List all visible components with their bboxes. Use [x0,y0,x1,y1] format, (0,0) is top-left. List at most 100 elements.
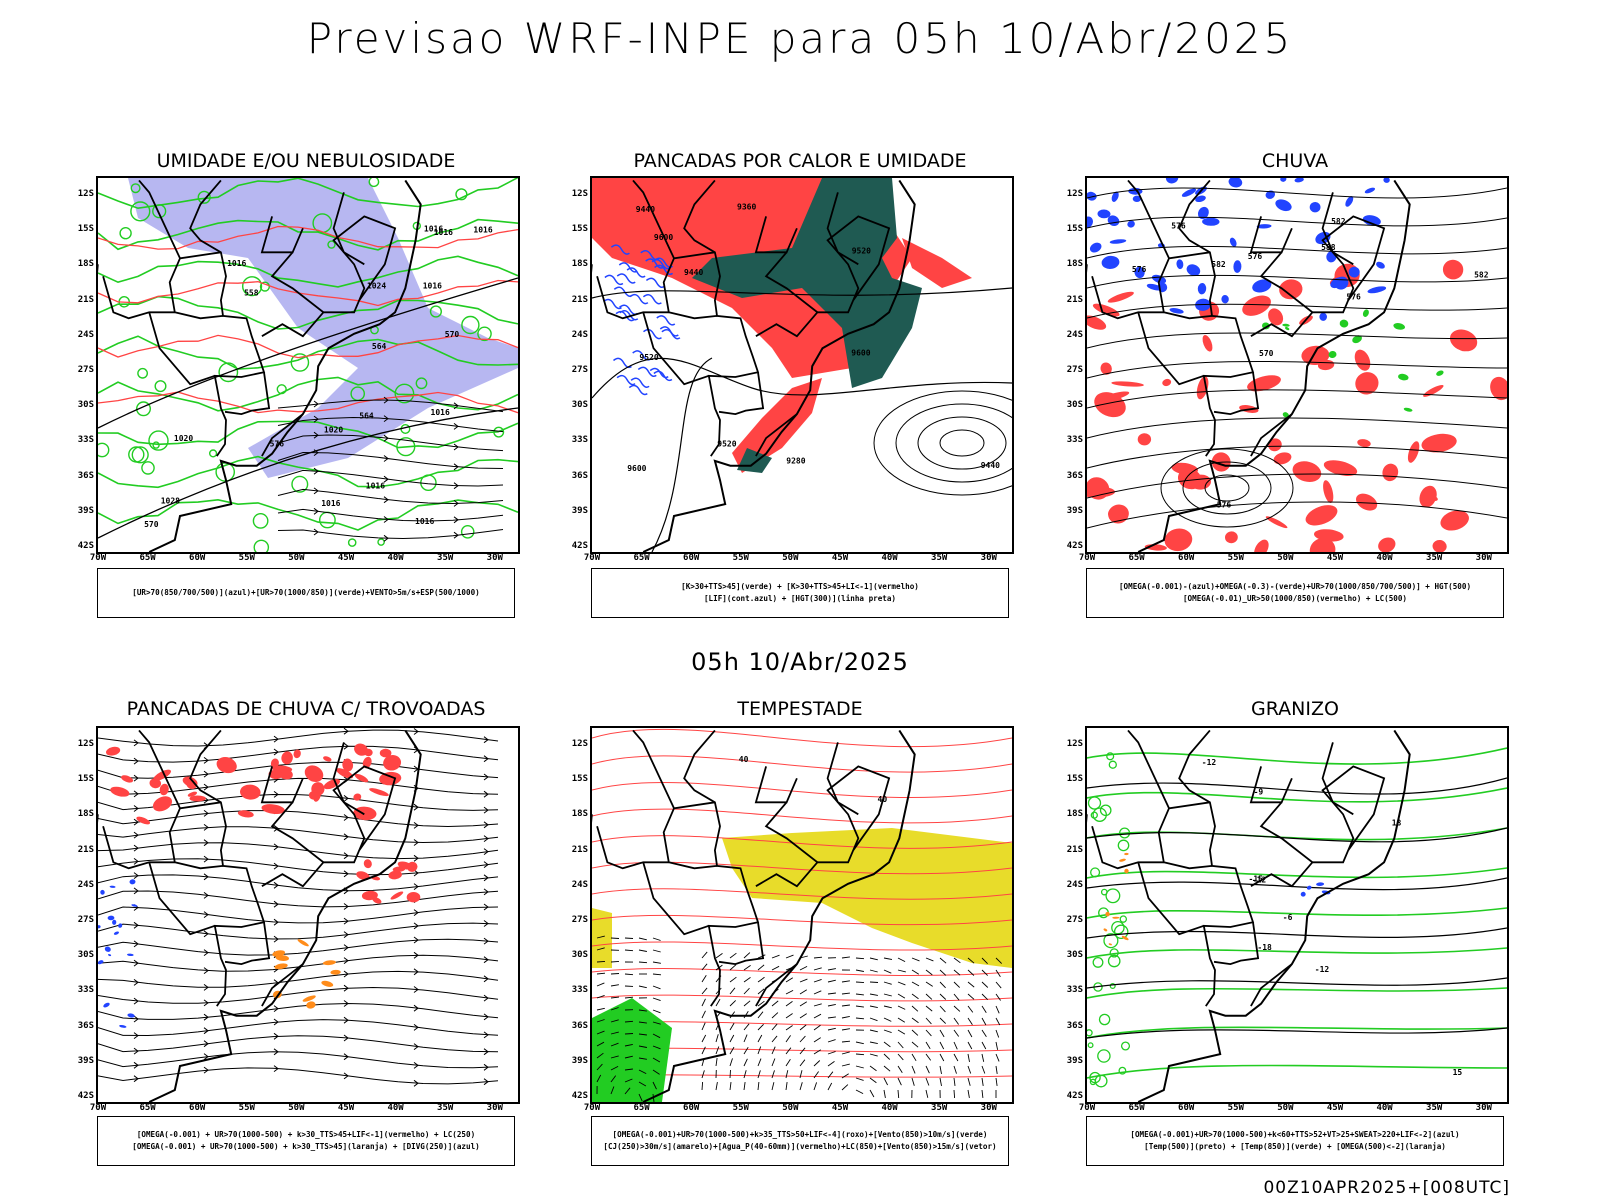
arrow-head [453,423,459,430]
wind-vector [610,1007,619,1011]
latitude-tick-label: 39S [77,505,94,516]
rain-red-area [1202,335,1213,352]
contour-label: 576 [1248,252,1263,261]
longitude-tick-label: 65W [633,1103,650,1113]
wind-vector [981,957,988,965]
wind-vector [638,1021,647,1024]
arrow-head [383,475,389,483]
wind-vector [624,1055,633,1059]
wind-vector [841,1084,849,1091]
wind-vector [869,981,879,983]
longitude-tick-label: 45W [1326,1103,1344,1113]
wind-vector [869,1065,877,1072]
longitude-tick-label: 45W [337,1103,355,1113]
arrow-head [453,531,459,539]
arrow-head [413,822,419,829]
wind-vector [967,993,975,1000]
geopotential-contour [1087,473,1507,499]
wind-vector [855,1053,865,1056]
temp850-contour [1087,1029,1093,1037]
arrow-head [133,818,139,826]
arrow-head [133,940,139,948]
wind-vector [855,993,864,996]
arrow-head [483,790,489,798]
longitude-tick-label: 50W [1277,1103,1294,1113]
border-line [683,179,760,457]
wind-vector [813,990,822,995]
wind-vector [939,1041,945,1050]
contour-label: 9520 [852,247,871,256]
lifted-index-contour [613,357,632,369]
map-plot: 40 40 [592,728,1012,1102]
wind-vector [652,1081,657,1090]
wind-vector [652,973,662,976]
green-cell [429,305,443,318]
latitude-tick-label: 42S [571,1091,588,1101]
thunder-red-area [304,765,324,783]
latitude-tick-label: 30S [77,950,94,961]
latitude-tick-label: 33S [77,435,94,446]
border-line [817,215,891,314]
legend-box: [OMEGA(-0.001)+UR>70(1000-500)+k>35_TTS>… [591,1116,1009,1166]
green-cell [154,405,168,420]
arrow-head [133,959,139,967]
arrow-head [343,984,349,992]
wind-vector [799,965,808,971]
thunder-red-area [342,758,354,772]
wind-vector [785,1013,793,1019]
temp850-contour [1120,1041,1131,1051]
wind-vector [652,1009,661,1014]
temp500-contour [1087,777,1507,795]
arrow-head [383,534,389,542]
wind-vector [610,1042,619,1047]
thunder-red-area [354,773,369,783]
wind-vector [897,1077,902,1086]
arrow-head [133,831,139,839]
rain-green-area [1328,350,1337,359]
wind-vector [596,947,605,951]
wind-vector [981,1041,987,1050]
latitude-tick-label: 39S [1066,505,1083,516]
arrow-head [203,911,209,918]
green-cell [396,437,416,457]
wind-vector [624,1087,631,1095]
arrow-head [313,431,319,439]
green-cell [455,508,473,520]
wind-vector [596,1063,603,1071]
green-cell [394,383,415,404]
arrow-head [133,921,139,929]
longitude-tick-label: 40W [1376,1103,1393,1113]
wind-vector [799,1047,806,1055]
latitude-tick-label: 30S [571,950,588,961]
thunder-red-area [152,796,173,812]
arrow-head [383,455,389,462]
wind-vector [981,1053,985,1062]
latitude-tick-label: 33S [1066,985,1083,996]
arrow-head [313,487,319,495]
wind-vector [743,1046,749,1055]
wind-vector [855,969,864,972]
longitude-tick-label: 45W [1326,553,1344,563]
latitude-tick-label: 36S [77,1020,94,1031]
latitude-tick-label: 12S [77,739,94,749]
wind-vector [799,1070,803,1079]
longitude-tick-label: 30W [486,553,503,563]
divergence-blue-area [107,915,115,921]
wind-vector [596,1052,604,1059]
border-line [1213,372,1260,416]
wind-vector [701,987,708,995]
arrow-head [273,1048,279,1056]
wind-vector [757,1011,764,1019]
divergence-blue-area [98,960,104,965]
wind-streamline [98,986,499,1004]
legend-text: [K>30+TTS>45](verde) + [K>30+TTS>45+LI<-… [681,582,919,591]
contour-label: 1020 [324,426,343,435]
geopotential-contour [1087,216,1507,229]
latitude-tick-label: 18S [571,259,588,270]
rain-red-area [1092,303,1120,317]
latitude-tick-label: 42S [1066,541,1083,551]
thunder-red-area [308,791,318,800]
wind-vector [743,1000,751,1007]
green-cell [131,446,149,464]
contour-label: 588 [1321,243,1336,252]
